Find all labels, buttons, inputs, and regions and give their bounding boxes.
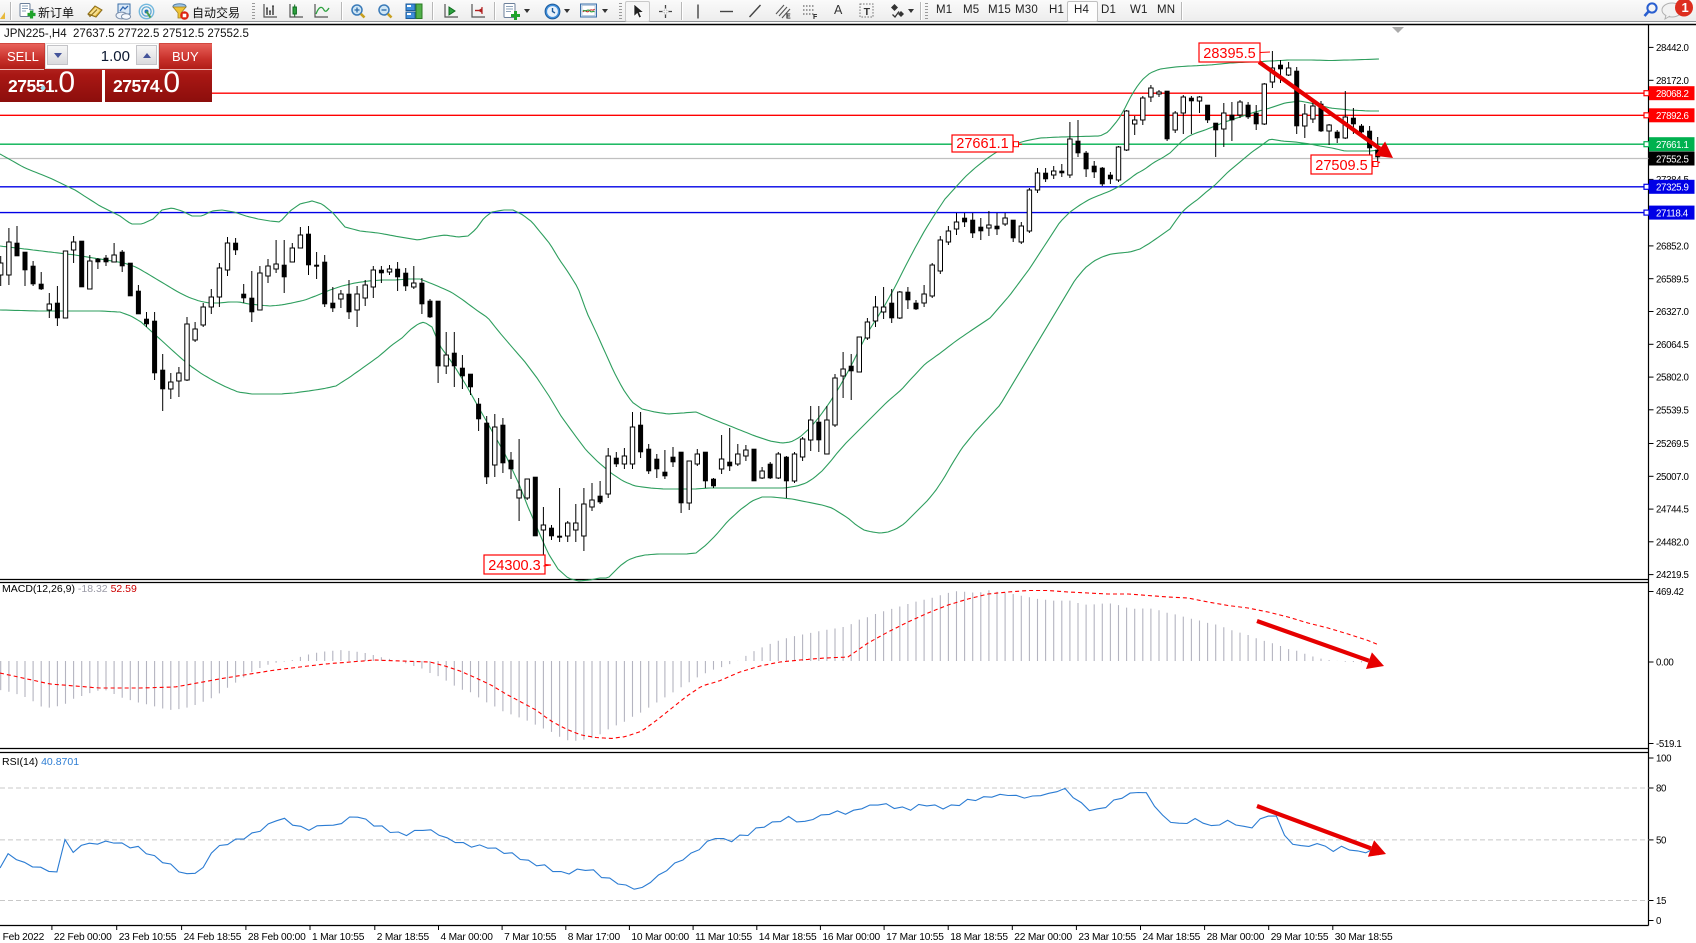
svg-text:23 Feb 10:55: 23 Feb 10:55	[119, 932, 177, 943]
svg-text:8 Mar 17:00: 8 Mar 17:00	[568, 932, 621, 943]
svg-text:80: 80	[1656, 784, 1667, 795]
svg-text:27325.9: 27325.9	[1656, 183, 1689, 194]
svg-text:1 Mar 10:55: 1 Mar 10:55	[312, 932, 365, 943]
svg-text:25269.5: 25269.5	[1656, 439, 1689, 450]
svg-text:26589.5: 26589.5	[1656, 274, 1689, 285]
svg-text:T: T	[864, 6, 871, 18]
svg-text:0: 0	[1656, 916, 1662, 927]
svg-text:26327.0: 26327.0	[1656, 307, 1690, 318]
svg-text:28068.2: 28068.2	[1656, 89, 1689, 100]
svg-text:22 Mar 00:00: 22 Mar 00:00	[1014, 932, 1072, 943]
svg-text:RSI(14) 40.8701: RSI(14) 40.8701	[2, 756, 79, 768]
svg-text:27661.1: 27661.1	[956, 136, 1008, 152]
svg-text:F: F	[813, 14, 818, 20]
svg-text:28 Mar 00:00: 28 Mar 00:00	[1207, 932, 1265, 943]
svg-text:27892.6: 27892.6	[1656, 111, 1689, 122]
svg-text:16 Mar 00:00: 16 Mar 00:00	[822, 932, 880, 943]
svg-text:24219.5: 24219.5	[1656, 570, 1689, 581]
svg-text:7 Mar 10:55: 7 Mar 10:55	[504, 932, 557, 943]
svg-text:-519.1: -519.1	[1656, 739, 1681, 750]
svg-text:27509.5: 27509.5	[1315, 158, 1367, 174]
svg-text:24482.0: 24482.0	[1656, 537, 1690, 548]
svg-text:100: 100	[1656, 754, 1672, 765]
svg-text:25802.0: 25802.0	[1656, 373, 1690, 384]
svg-text:MACD(12,26,9) -18.32 52.59: MACD(12,26,9) -18.32 52.59	[2, 583, 137, 595]
svg-text:50: 50	[1656, 836, 1667, 847]
svg-text:26852.0: 26852.0	[1656, 242, 1690, 253]
svg-text:JPN225-,H4 27637.5 27722.5 27: JPN225-,H4 27637.5 27722.5 27512.5 27552…	[4, 28, 249, 40]
svg-text:10 Mar 00:00: 10 Mar 00:00	[631, 932, 689, 943]
svg-text:1: 1	[1682, 0, 1689, 15]
svg-text:29 Mar 10:55: 29 Mar 10:55	[1271, 932, 1329, 943]
svg-text:17 Mar 10:55: 17 Mar 10:55	[886, 932, 944, 943]
svg-text:28172.0: 28172.0	[1656, 76, 1690, 87]
svg-text:27118.4: 27118.4	[1656, 208, 1689, 219]
svg-text:0.00: 0.00	[1656, 658, 1674, 669]
svg-text:27552.5: 27552.5	[1656, 154, 1689, 165]
svg-text:11 Mar 10:55: 11 Mar 10:55	[695, 932, 752, 943]
svg-text:24300.3: 24300.3	[488, 558, 540, 574]
svg-text:23 Mar 10:55: 23 Mar 10:55	[1078, 932, 1136, 943]
svg-text:25007.0: 25007.0	[1656, 472, 1690, 483]
svg-text:26064.5: 26064.5	[1656, 340, 1689, 351]
svg-text:18 Mar 18:55: 18 Mar 18:55	[950, 932, 1008, 943]
svg-text:24744.5: 24744.5	[1656, 505, 1689, 516]
svg-text:2 Mar 18:55: 2 Mar 18:55	[377, 932, 430, 943]
svg-text:28 Feb 00:00: 28 Feb 00:00	[248, 932, 306, 943]
svg-text:Feb 2022: Feb 2022	[3, 932, 45, 943]
svg-text:22 Feb 00:00: 22 Feb 00:00	[54, 932, 112, 943]
svg-text:27661.1: 27661.1	[1656, 140, 1689, 151]
svg-text:28395.5: 28395.5	[1203, 46, 1255, 62]
svg-text:4 Mar 00:00: 4 Mar 00:00	[441, 932, 494, 943]
svg-text:28442.0: 28442.0	[1656, 43, 1690, 54]
svg-text:15: 15	[1656, 896, 1666, 907]
svg-text:E: E	[786, 14, 791, 21]
svg-text:469.42: 469.42	[1656, 587, 1684, 598]
svg-text:14 Mar 18:55: 14 Mar 18:55	[759, 932, 817, 943]
svg-text:25539.5: 25539.5	[1656, 405, 1689, 416]
svg-text:24 Mar 18:55: 24 Mar 18:55	[1143, 932, 1201, 943]
svg-text:30 Mar 18:55: 30 Mar 18:55	[1335, 932, 1393, 943]
svg-text:24 Feb 18:55: 24 Feb 18:55	[184, 932, 242, 943]
